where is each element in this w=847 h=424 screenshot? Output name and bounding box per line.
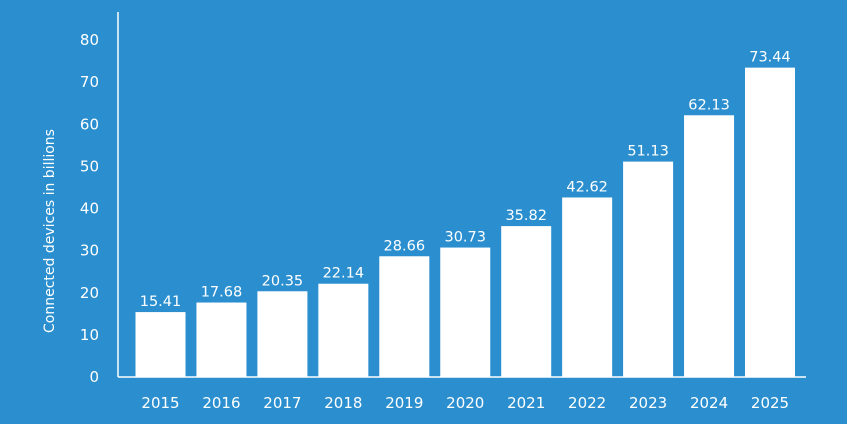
- y-tick-label: 40: [80, 200, 99, 218]
- bar-value-label: 62.13: [688, 97, 730, 113]
- bar-value-label: 17.68: [201, 285, 243, 301]
- bar: [196, 302, 247, 377]
- y-tick-label: 10: [80, 326, 99, 344]
- y-tick-label: 0: [89, 368, 99, 386]
- bar-value-label: 20.35: [262, 273, 304, 289]
- bar: [257, 291, 308, 377]
- y-axis-ticks: 0 10 20 30 40 50 60 70 80: [80, 31, 99, 386]
- x-category-label: 2016: [202, 394, 240, 412]
- y-tick-label: 70: [80, 73, 99, 91]
- bar: [440, 247, 491, 377]
- y-axis-title: Connected devices in billions: [42, 129, 58, 333]
- x-category-label: 2022: [568, 394, 606, 412]
- x-category-label: 2015: [141, 394, 179, 412]
- y-tick-label: 80: [80, 31, 99, 49]
- bar: [562, 197, 613, 377]
- bar-value-label: 35.82: [505, 208, 547, 224]
- bar: [379, 256, 430, 377]
- bar-value-label: 30.73: [444, 230, 486, 246]
- y-tick-label: 60: [80, 115, 99, 133]
- bar: [623, 161, 674, 377]
- bar-value-label: 28.66: [384, 238, 426, 254]
- bar-value-label: 15.41: [140, 294, 182, 310]
- x-category-label: 2018: [324, 394, 362, 412]
- x-category-label: 2021: [507, 394, 545, 412]
- bar: [135, 312, 186, 377]
- bar-value-label: 22.14: [323, 266, 365, 282]
- bar: [318, 283, 369, 377]
- bars: [135, 67, 795, 377]
- bar-value-label: 73.44: [749, 50, 791, 66]
- bar: [745, 67, 795, 377]
- x-axis-labels: 2015 2016 2017 2018 2019 2020 2021 2022 2023 2024…: [141, 394, 789, 412]
- y-tick-label: 20: [80, 284, 99, 302]
- x-category-label: 2017: [263, 394, 301, 412]
- x-category-label: 2025: [751, 394, 789, 412]
- bar: [684, 115, 735, 377]
- x-category-label: 2023: [629, 394, 667, 412]
- bar-value-label: 51.13: [627, 144, 669, 160]
- x-category-label: 2024: [690, 394, 728, 412]
- bar: [501, 226, 552, 377]
- y-tick-label: 30: [80, 242, 99, 260]
- x-category-label: 2019: [385, 394, 423, 412]
- x-category-label: 2020: [446, 394, 484, 412]
- data-labels: 15.41 17.68 20.35 22.14 28.66 30.73 35.82 42.62…: [140, 50, 791, 310]
- bar-value-label: 42.62: [566, 179, 608, 195]
- y-tick-label: 50: [80, 157, 99, 175]
